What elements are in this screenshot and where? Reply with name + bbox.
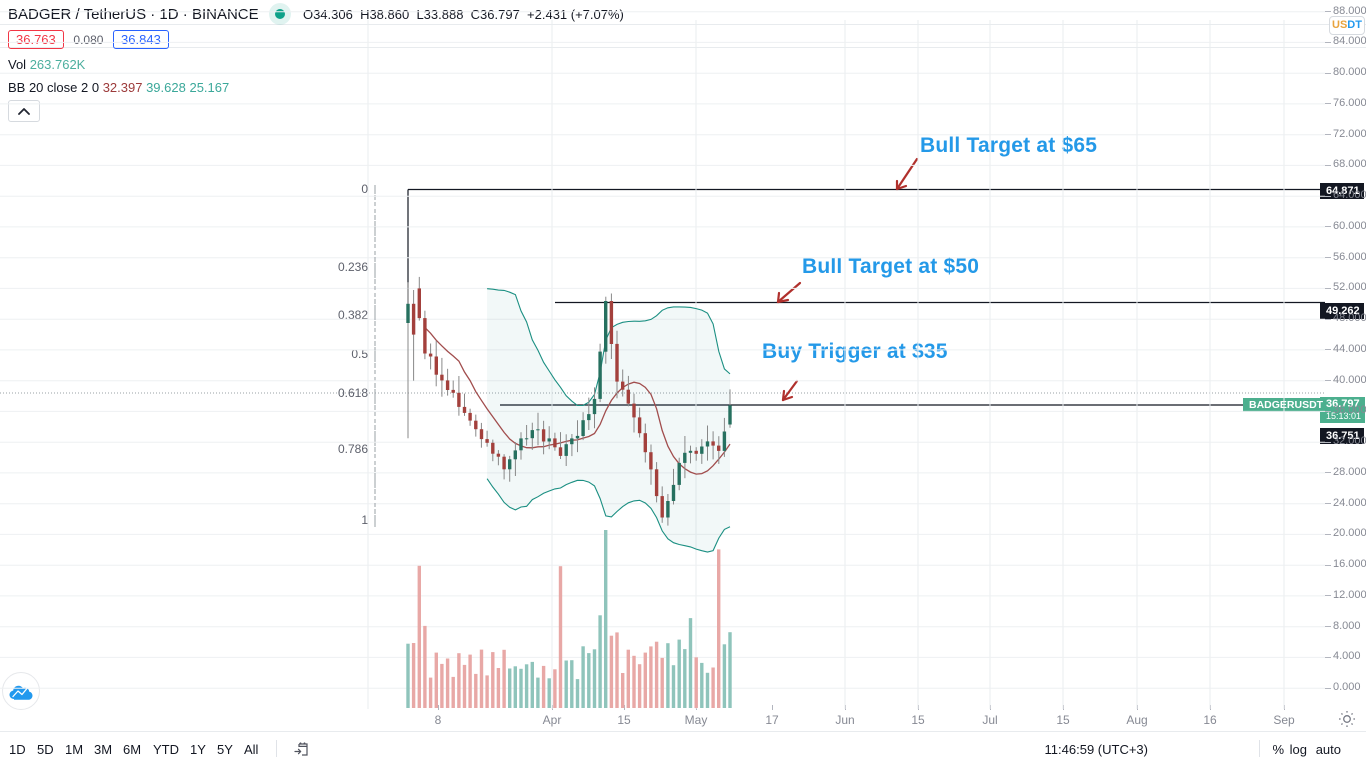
svg-text:BADGERUSDT: BADGERUSDT (1249, 399, 1324, 411)
